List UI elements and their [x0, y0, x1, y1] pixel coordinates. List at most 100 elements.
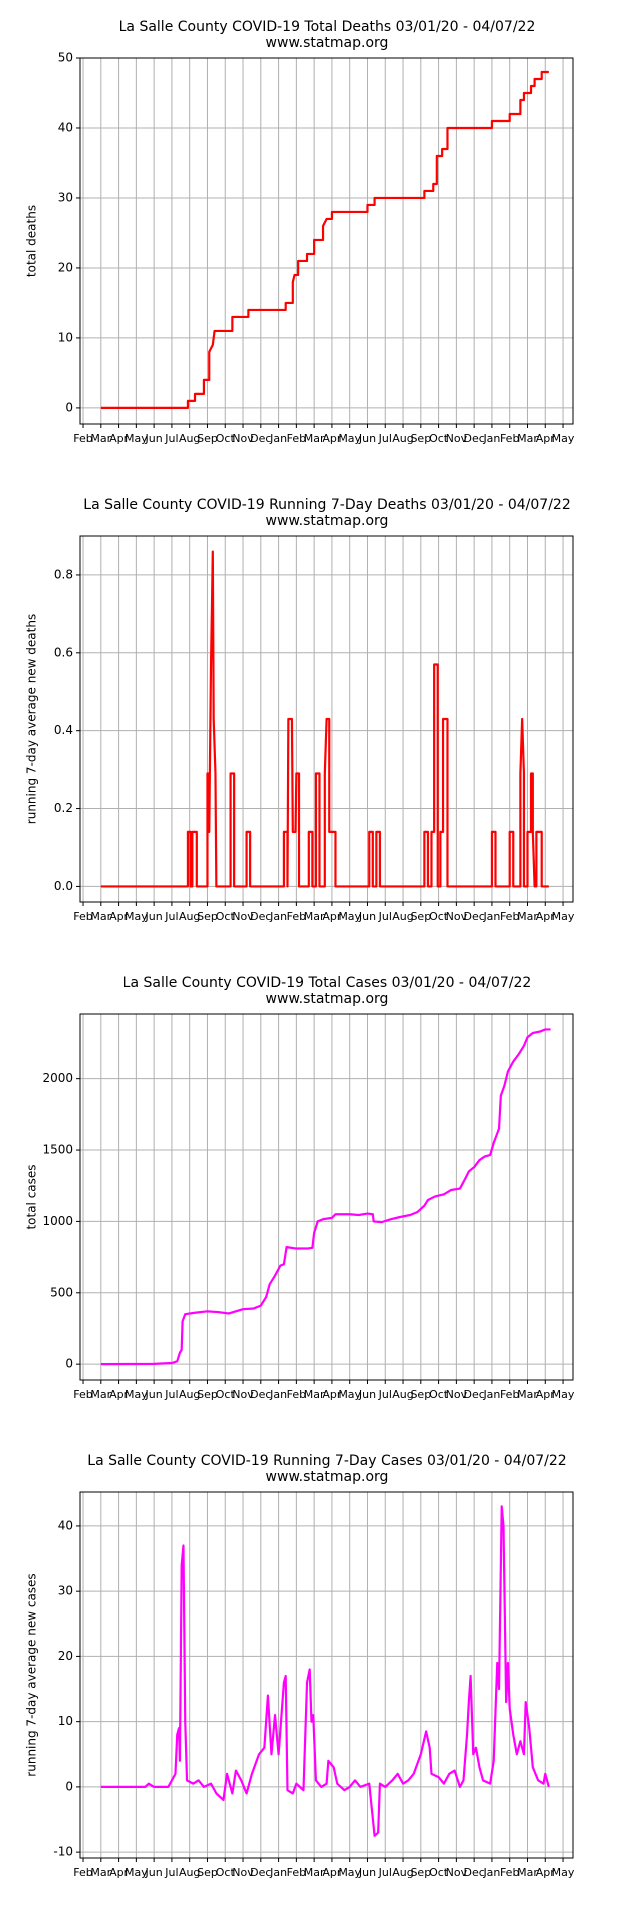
x-tick-label: Nov: [446, 432, 468, 445]
y-tick-label: 0.4: [54, 723, 73, 737]
x-tick-label: Oct: [216, 910, 236, 923]
x-tick-label: Sep: [197, 1388, 218, 1401]
x-tick-label: Feb: [73, 1388, 92, 1401]
x-tick-label: Jul: [164, 910, 178, 923]
x-tick-label: Oct: [429, 1866, 449, 1879]
plot-frame: [79, 535, 574, 903]
x-tick-label: May: [552, 432, 575, 445]
x-tick-label: Nov: [232, 910, 254, 923]
x-tick-label: May: [338, 1388, 361, 1401]
x-tick-label: Aug: [179, 1866, 200, 1879]
x-tick-label: Sep: [410, 1866, 431, 1879]
data-line: [100, 1505, 550, 1837]
x-tick-label: Jun: [358, 1388, 376, 1401]
y-axis-label: total cases: [25, 1164, 39, 1229]
y-tick-label: 40: [58, 120, 73, 134]
x-tick-label: May: [338, 1866, 361, 1879]
x-tick-label: Jun: [358, 432, 376, 445]
x-tick-label: May: [552, 1388, 575, 1401]
x-tick-label: Mar: [304, 1388, 325, 1401]
x-tick-label: Aug: [392, 910, 413, 923]
x-tick-label: Nov: [232, 432, 254, 445]
y-tick-label: 0.0: [54, 879, 73, 893]
x-tick-label: Mar: [304, 910, 325, 923]
x-tick-label: Aug: [179, 1388, 200, 1401]
x-tick-label: Dec: [464, 432, 485, 445]
x-tick-label: Jul: [164, 1866, 178, 1879]
x-tick-label: Aug: [392, 432, 413, 445]
x-tick-label: Jan: [269, 910, 287, 923]
y-tick-label: 0.8: [54, 567, 73, 581]
x-tick-label: Nov: [232, 1388, 254, 1401]
x-tick-label: Aug: [392, 1866, 413, 1879]
y-tick-label: 0: [65, 1357, 73, 1371]
y-tick-label: 20: [58, 1649, 73, 1663]
x-tick-label: Nov: [232, 1866, 254, 1879]
x-tick-label: Apr: [536, 1388, 556, 1401]
x-tick-label: Jan: [482, 1388, 500, 1401]
plot-frame: [79, 1491, 574, 1859]
data-line: [100, 1028, 551, 1366]
x-tick-label: Apr: [536, 1866, 556, 1879]
x-tick-label: Apr: [322, 1866, 342, 1879]
x-tick-label: Feb: [500, 910, 519, 923]
x-tick-label: Jun: [145, 1866, 163, 1879]
x-tick-label: Jun: [358, 910, 376, 923]
x-tick-label: Oct: [216, 432, 236, 445]
x-tick-label: Dec: [250, 1388, 271, 1401]
x-tick-label: May: [338, 432, 361, 445]
x-tick-label: Jan: [269, 1388, 287, 1401]
x-tick-label: Apr: [109, 1866, 129, 1879]
y-tick-label: 0: [65, 1779, 73, 1793]
x-tick-label: May: [338, 910, 361, 923]
x-tick-label: Jun: [145, 910, 163, 923]
y-tick-label: -10: [53, 1845, 73, 1859]
x-tick-label: Jun: [145, 432, 163, 445]
y-tick-label: 2000: [42, 1071, 73, 1085]
x-tick-label: Sep: [197, 1866, 218, 1879]
x-tick-label: Apr: [109, 432, 129, 445]
chart-subtitle: www.statmap.org: [266, 513, 389, 529]
chart-subtitle: www.statmap.org: [266, 35, 389, 51]
x-tick-label: Mar: [90, 432, 111, 445]
x-tick-label: May: [125, 910, 148, 923]
x-tick-label: Mar: [90, 1866, 111, 1879]
x-tick-label: Mar: [517, 1866, 538, 1879]
x-tick-label: Jan: [269, 432, 287, 445]
x-tick-label: Jun: [358, 1866, 376, 1879]
x-tick-label: Jan: [482, 1866, 500, 1879]
x-tick-label: Jan: [482, 432, 500, 445]
y-axis-label: running 7-day average new deaths: [25, 614, 39, 824]
x-tick-label: Aug: [392, 1388, 413, 1401]
x-tick-label: Feb: [73, 910, 92, 923]
data-line: [100, 70, 549, 409]
x-tick-label: Mar: [304, 1866, 325, 1879]
data-line: [100, 550, 549, 888]
y-tick-label: 1500: [42, 1143, 73, 1157]
x-tick-label: Feb: [287, 432, 306, 445]
x-tick-label: Mar: [304, 432, 325, 445]
x-tick-label: Oct: [216, 1866, 236, 1879]
chart-subtitle: www.statmap.org: [266, 991, 389, 1007]
x-tick-label: Mar: [517, 1388, 538, 1401]
x-tick-label: Feb: [287, 1388, 306, 1401]
x-tick-label: Nov: [446, 1388, 468, 1401]
x-tick-label: Feb: [287, 1866, 306, 1879]
x-tick-label: Nov: [446, 910, 468, 923]
x-tick-label: Dec: [250, 1866, 271, 1879]
x-tick-label: Jul: [164, 432, 178, 445]
x-tick-label: Sep: [410, 432, 431, 445]
x-tick-label: May: [125, 1866, 148, 1879]
x-tick-label: Jul: [378, 910, 392, 923]
x-tick-label: Oct: [429, 910, 449, 923]
y-tick-label: 10: [58, 1714, 73, 1728]
x-tick-label: Apr: [322, 1388, 342, 1401]
x-tick-label: Feb: [500, 1388, 519, 1401]
x-tick-label: Apr: [109, 910, 129, 923]
x-tick-label: Jul: [378, 432, 392, 445]
x-tick-label: Apr: [322, 432, 342, 445]
y-tick-label: 10: [58, 330, 73, 344]
y-tick-label: 0.2: [54, 801, 73, 815]
x-tick-label: Feb: [73, 1866, 92, 1879]
